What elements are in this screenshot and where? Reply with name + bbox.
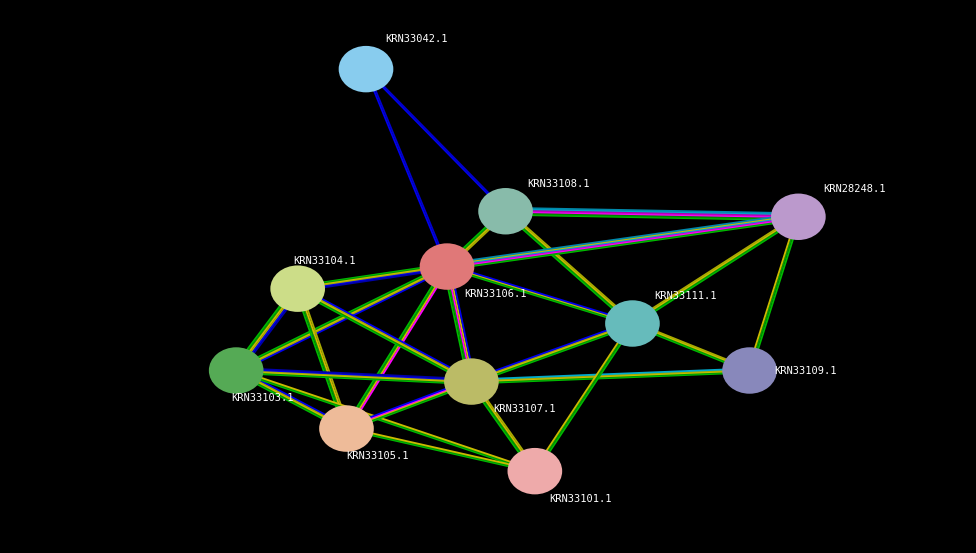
- Text: KRN33103.1: KRN33103.1: [231, 393, 294, 403]
- Ellipse shape: [270, 265, 325, 312]
- Text: KRN33111.1: KRN33111.1: [654, 291, 716, 301]
- Ellipse shape: [478, 188, 533, 234]
- Text: KRN33107.1: KRN33107.1: [493, 404, 555, 414]
- Text: KRN33104.1: KRN33104.1: [293, 256, 355, 266]
- Ellipse shape: [339, 46, 393, 92]
- Text: KRN33106.1: KRN33106.1: [465, 289, 527, 299]
- Ellipse shape: [420, 243, 474, 290]
- Ellipse shape: [508, 448, 562, 494]
- Text: KRN33108.1: KRN33108.1: [527, 179, 590, 189]
- Ellipse shape: [209, 347, 264, 394]
- Ellipse shape: [771, 194, 826, 240]
- Ellipse shape: [319, 405, 374, 452]
- Text: KRN33042.1: KRN33042.1: [386, 34, 448, 44]
- Ellipse shape: [444, 358, 499, 405]
- Text: KRN33105.1: KRN33105.1: [346, 451, 409, 461]
- Ellipse shape: [722, 347, 777, 394]
- Text: KRN28248.1: KRN28248.1: [823, 184, 885, 194]
- Ellipse shape: [605, 300, 660, 347]
- Text: KRN33101.1: KRN33101.1: [549, 494, 612, 504]
- Text: KRN33109.1: KRN33109.1: [774, 366, 836, 375]
